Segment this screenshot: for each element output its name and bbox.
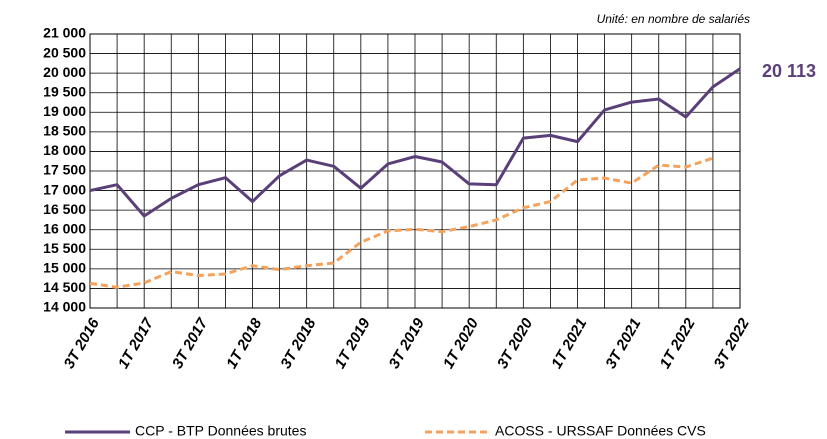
legend-label: CCP - BTP Données brutes [135,423,306,439]
y-tick-label: 19 500 [43,83,86,99]
x-tick-label: 3T 2019 [386,315,429,372]
x-tick-label: 1T 2019 [331,315,374,372]
x-tick-label: 1T 2017 [115,315,158,372]
y-tick-label: 18 000 [43,142,86,158]
y-tick-label: 17 000 [43,181,86,197]
y-tick-label: 16 000 [43,220,86,236]
x-tick-label: 3T 2016 [61,315,104,372]
x-tick-label: 1T 2018 [223,315,266,372]
y-tick-label: 19 000 [43,103,86,119]
series-line [89,67,741,218]
x-tick-label: 3T 2018 [277,315,320,372]
y-tick-label: 14 000 [43,299,86,315]
x-tick-label: 1T 2021 [548,315,590,371]
x-tick-label: 3T 2021 [602,315,644,371]
y-tick-label: 18 500 [43,123,86,139]
x-tick-label: 3T 2020 [494,315,537,372]
end-annotation: 20 113 [762,61,816,81]
y-tick-label: 16 500 [43,201,86,217]
legend-label: ACOSS - URSSAF Données CVS [495,423,706,439]
x-tick-label: 1T 2020 [440,315,483,372]
x-tick-label: 3T 2017 [169,315,212,372]
y-tick-label: 15 000 [43,260,86,276]
y-tick-label: 17 500 [43,162,86,178]
y-tick-label: 15 500 [43,240,86,256]
unit-note: Unité: en nombre de salariés [597,12,750,26]
y-tick-label: 21 000 [43,25,86,41]
series-line [89,156,714,289]
y-tick-label: 14 500 [43,279,86,295]
y-tick-label: 20 500 [43,44,86,60]
x-tick-label: 1T 2022 [656,315,699,372]
y-tick-label: 20 000 [43,64,86,80]
x-tick-label: 3T 2022 [711,315,754,372]
